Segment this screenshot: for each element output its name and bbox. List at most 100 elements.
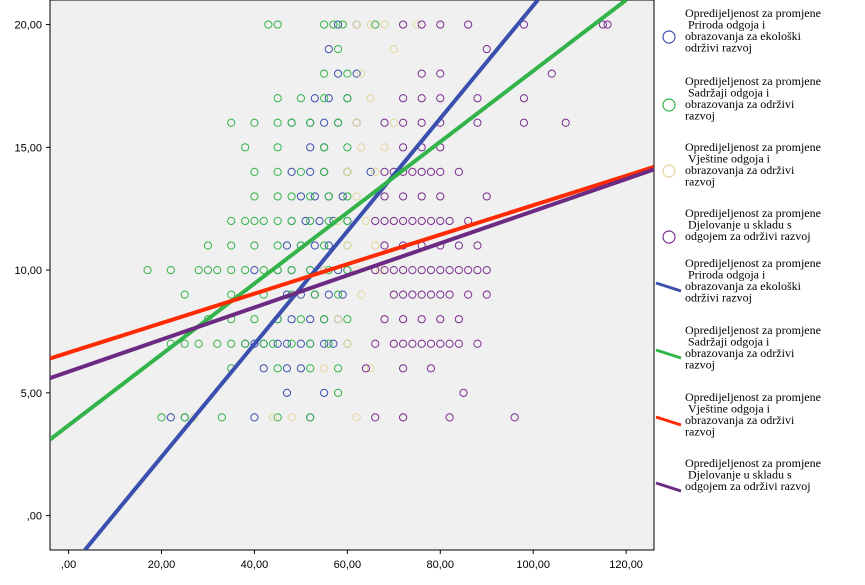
scatter-point: [519, 118, 529, 127]
scatter-point: [352, 192, 361, 201]
scatter-point: [320, 315, 329, 324]
scatter-point: [464, 290, 473, 299]
scatter-point: [250, 192, 259, 201]
scatter-point: [371, 167, 380, 176]
scatter-point: [399, 94, 408, 103]
scatter-point: [445, 265, 454, 275]
scatter-point: [417, 20, 426, 29]
scatter-point: [417, 192, 426, 201]
scatter-point: [561, 118, 570, 127]
scatter-point: [166, 413, 175, 422]
scatter-point: [436, 315, 445, 324]
legend-label: obrazovanja za održivi: [685, 163, 795, 177]
scatter-point: [320, 143, 329, 152]
scatter-point: [343, 315, 352, 324]
scatter-point: [399, 143, 408, 152]
scatter-point: [227, 290, 236, 299]
scatter-point: [473, 339, 482, 348]
scatter-point: [287, 167, 296, 176]
scatter-point: [436, 20, 445, 29]
scatter-point: [268, 339, 278, 348]
scatter-point: [329, 20, 338, 29]
scatter-point: [366, 364, 375, 373]
scatter-point: [333, 290, 343, 299]
scatter-point: [436, 94, 445, 103]
scatter-point: [454, 339, 463, 348]
legend-label: Djelovanje u skladu s: [688, 218, 792, 232]
legend-label: obrazovanja za ekološki: [685, 279, 802, 293]
x-tick-label: 60,00: [334, 559, 362, 571]
scatter-point: [273, 167, 282, 176]
scatter-point: [273, 192, 282, 201]
scatter-point: [301, 216, 310, 226]
scatter-point: [250, 339, 259, 348]
scatter-point: [436, 192, 445, 201]
legend-label: Sadržaji odgoja i: [688, 335, 770, 349]
scatter-point: [408, 216, 417, 226]
scatter-point: [296, 167, 305, 176]
scatter-point: [338, 20, 347, 29]
scatter-point: [408, 339, 417, 348]
scatter-point: [343, 167, 352, 176]
scatter-point: [417, 315, 426, 324]
scatter-point: [352, 118, 361, 127]
scatter-point: [445, 339, 454, 348]
scatter-point: [310, 290, 319, 299]
scatter-point: [320, 20, 329, 29]
scatter-point: [380, 315, 389, 324]
scatter-series-4: [361, 20, 612, 422]
scatter-point: [306, 413, 315, 422]
scatter-point: [380, 241, 389, 250]
scatter-series-2: [143, 20, 380, 422]
scatter-point: [417, 167, 426, 176]
scatter-point: [380, 216, 389, 226]
scatter-point: [250, 167, 259, 176]
scatter-point: [241, 339, 250, 348]
scatter-point: [343, 94, 352, 103]
scatter-point: [143, 265, 152, 275]
legend-line-icon: [655, 281, 682, 293]
legend-marker-icon: [662, 98, 676, 112]
scatter-point: [343, 339, 352, 348]
scatter-point: [361, 364, 371, 373]
scatter-point: [366, 167, 375, 176]
scatter-point: [273, 364, 282, 373]
scatter-point: [436, 167, 445, 176]
legend-label: Opredijeljenost za promjene: [685, 6, 821, 20]
scatter-point: [282, 241, 292, 250]
x-tick-label: 40,00: [241, 559, 269, 571]
scatter-point: [357, 69, 366, 78]
scatter-point: [273, 413, 282, 422]
fit-line-3: [50, 165, 654, 361]
scatter-point: [333, 364, 343, 373]
scatter-point: [320, 241, 329, 250]
scatter-point: [273, 241, 282, 250]
scatter-point: [361, 216, 371, 226]
scatter-point: [227, 118, 236, 127]
scatter-point: [399, 290, 408, 299]
scatter-point: [333, 388, 343, 397]
scatter-point: [324, 290, 333, 299]
scatter-point: [454, 167, 463, 176]
scatter-point: [445, 290, 454, 299]
scatter-point: [380, 118, 389, 127]
scatter-point: [227, 241, 236, 250]
scatter-point: [259, 364, 268, 373]
scatter-point: [320, 364, 329, 373]
scatter-point: [250, 413, 259, 422]
scatter-point: [259, 216, 268, 226]
scatter-point: [306, 192, 315, 201]
legend-label: Opredijeljenost za promjene: [685, 140, 821, 154]
scatter-point: [282, 388, 292, 397]
scatter-point: [399, 413, 408, 422]
scatter-point: [241, 143, 250, 152]
scatter-point: [324, 192, 333, 201]
scatter-point: [547, 69, 556, 78]
scatter-layer: [143, 20, 612, 422]
scatter-point: [227, 216, 236, 226]
scatter-point: [482, 45, 491, 54]
scatter-point: [324, 339, 333, 348]
